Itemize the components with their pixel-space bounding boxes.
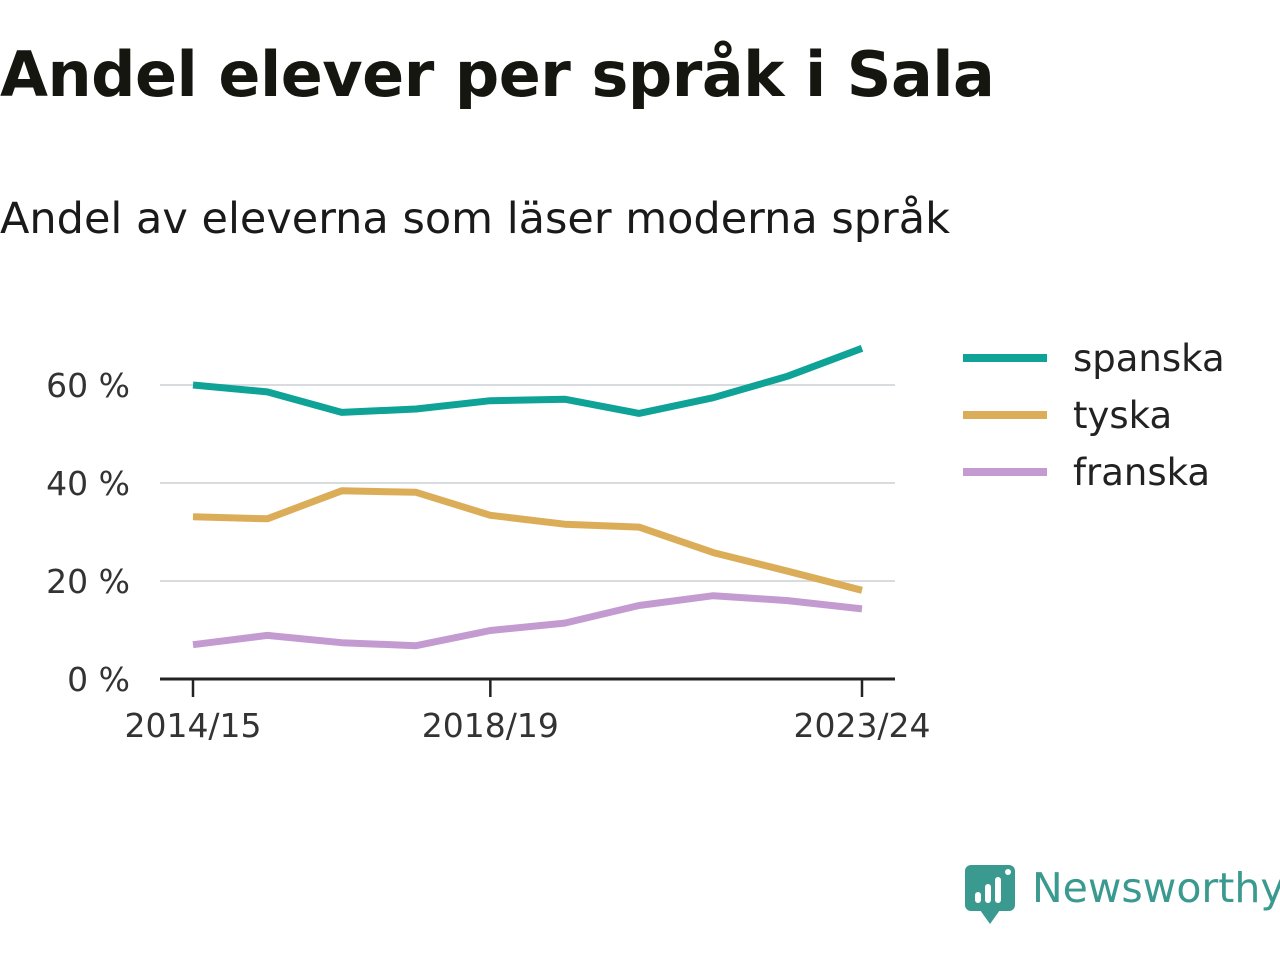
x-tick-label: 2023/24 xyxy=(793,706,930,745)
y-tick-label: 40 % xyxy=(46,464,130,503)
brand: Newsworthy xyxy=(964,864,1280,928)
legend-label-franska: franska xyxy=(1073,451,1210,494)
y-tick-label: 60 % xyxy=(46,366,130,405)
grid-lines xyxy=(160,384,895,582)
series-line-spanska xyxy=(192,345,864,417)
x-tick-label: 2014/15 xyxy=(124,706,261,745)
legend-label-spanska: spanska xyxy=(1073,337,1225,380)
series-lines xyxy=(192,345,864,650)
series-line-franska xyxy=(192,592,863,650)
legend: spanska tyska franska xyxy=(963,337,1225,494)
brand-name: Newsworthy xyxy=(1032,864,1280,912)
axes: 0 % 20 % 40 % 60 % 2014/15 2018/19 2023/24 xyxy=(46,366,930,745)
series-line-tyska xyxy=(192,487,863,594)
chart-title: Andel elever per språk i Sala xyxy=(0,38,995,111)
y-tick-label: 0 % xyxy=(67,660,130,699)
chart-subtitle: Andel av eleverna som läser moderna språ… xyxy=(0,194,950,244)
legend-label-tyska: tyska xyxy=(1073,394,1172,437)
y-tick-label: 20 % xyxy=(46,562,130,601)
x-tick-label: 2018/19 xyxy=(422,706,559,745)
newsworthy-logo-icon xyxy=(965,865,1015,924)
